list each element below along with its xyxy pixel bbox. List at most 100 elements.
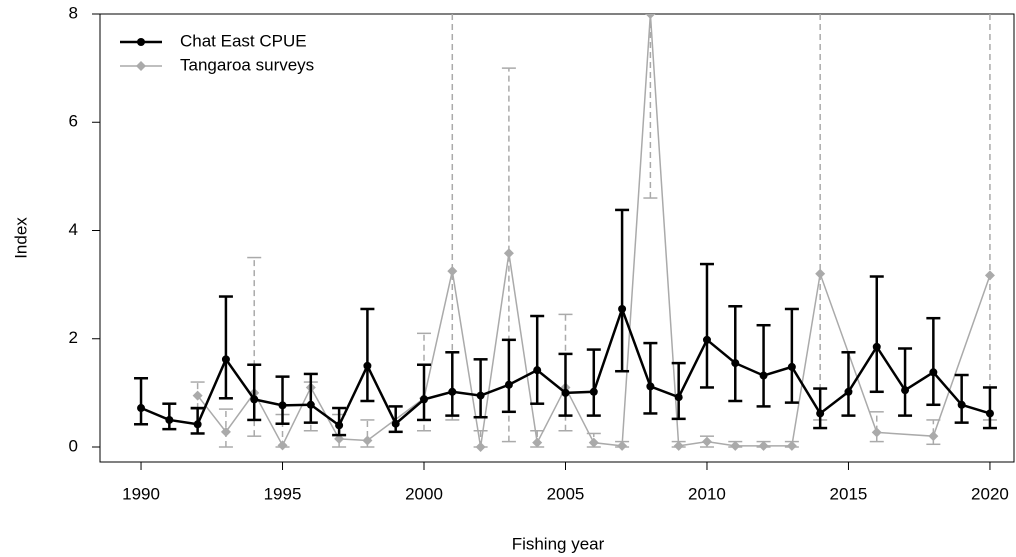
- error-bar: [982, 386, 997, 430]
- point: [306, 400, 315, 409]
- point: [533, 366, 542, 375]
- error-bar: [218, 408, 233, 448]
- error-bar: [728, 305, 743, 403]
- point: [730, 440, 741, 451]
- error-bar: [982, 14, 997, 421]
- point: [844, 387, 853, 396]
- y-tick-label: 6: [69, 112, 78, 131]
- point: [871, 427, 882, 438]
- error-bar: [813, 14, 828, 421]
- error-bar: [530, 314, 545, 405]
- error-bar: [756, 323, 771, 408]
- point: [221, 355, 230, 364]
- point: [475, 442, 486, 452]
- error-bar: [671, 361, 686, 421]
- error-bar: [615, 208, 630, 373]
- error-bar: [699, 262, 714, 389]
- point: [362, 435, 373, 446]
- error-bar: [784, 307, 799, 404]
- point: [277, 440, 288, 451]
- point: [334, 433, 345, 444]
- error-bar: [417, 363, 432, 422]
- point: [220, 426, 231, 437]
- y-axis-label: Index: [11, 217, 30, 259]
- error-bar: [954, 373, 969, 424]
- point: [816, 409, 825, 418]
- point: [928, 431, 939, 442]
- error-bar: [134, 377, 149, 426]
- plot-frame: [99, 13, 1015, 463]
- point: [674, 393, 683, 402]
- x-axis-label: Fishing year: [512, 534, 605, 553]
- point: [476, 391, 485, 400]
- error-bar: [445, 351, 460, 417]
- error-bar: [247, 256, 262, 437]
- point: [192, 390, 203, 401]
- point: [984, 270, 995, 281]
- x-tick-label: 2000: [405, 484, 443, 503]
- point: [646, 382, 655, 391]
- point: [420, 395, 429, 404]
- legend-label: Tangaroa surveys: [180, 55, 314, 74]
- point: [335, 421, 344, 430]
- point: [786, 440, 797, 451]
- error-bar: [586, 348, 601, 417]
- point: [701, 436, 712, 447]
- error-bar: [275, 375, 290, 425]
- point: [250, 395, 259, 404]
- error-bar: [558, 313, 573, 432]
- error-bar: [360, 307, 375, 403]
- x-tick-label: 2010: [688, 484, 726, 503]
- point: [503, 248, 514, 259]
- point: [815, 268, 826, 279]
- y-tick-label: 8: [69, 3, 78, 22]
- point: [985, 409, 994, 418]
- point: [758, 440, 769, 451]
- point: [929, 368, 938, 377]
- point: [165, 415, 174, 424]
- point: [702, 335, 711, 344]
- error-bar: [841, 351, 856, 417]
- point: [391, 419, 400, 428]
- point: [532, 437, 543, 448]
- error-bar: [898, 347, 913, 417]
- y-tick-label: 0: [69, 436, 78, 455]
- point: [759, 371, 768, 380]
- x-tick-label: 2015: [830, 484, 868, 503]
- point: [447, 266, 458, 277]
- point: [787, 362, 796, 371]
- error-bar: [303, 372, 318, 424]
- error-bar: [473, 358, 488, 419]
- error-bar: [926, 316, 941, 407]
- point: [957, 400, 966, 409]
- point: [561, 388, 570, 397]
- point: [363, 361, 372, 370]
- plot-area: [134, 14, 997, 452]
- y-tick-label: 2: [69, 328, 78, 347]
- legend-marker: [137, 38, 145, 46]
- legend-marker: [136, 61, 146, 71]
- point: [618, 304, 627, 313]
- x-tick-label: 1990: [122, 484, 160, 503]
- point: [589, 387, 598, 396]
- point: [504, 380, 513, 389]
- y-tick-label: 4: [69, 220, 78, 239]
- x-tick-label: 1995: [264, 484, 302, 503]
- error-bar: [501, 338, 516, 414]
- x-tick-label: 2020: [971, 484, 1009, 503]
- error-bar: [643, 341, 658, 415]
- x-tick-label: 2005: [547, 484, 585, 503]
- point: [617, 440, 628, 451]
- point: [901, 386, 910, 395]
- point: [645, 14, 656, 19]
- legend-label: Chat East CPUE: [180, 31, 307, 50]
- point: [193, 420, 202, 429]
- error-bar: [417, 332, 432, 432]
- error-bar: [247, 363, 262, 422]
- error-bar: [558, 352, 573, 417]
- point: [588, 437, 599, 448]
- point: [137, 404, 146, 413]
- error-bar: [445, 14, 460, 421]
- error-bar: [813, 387, 828, 430]
